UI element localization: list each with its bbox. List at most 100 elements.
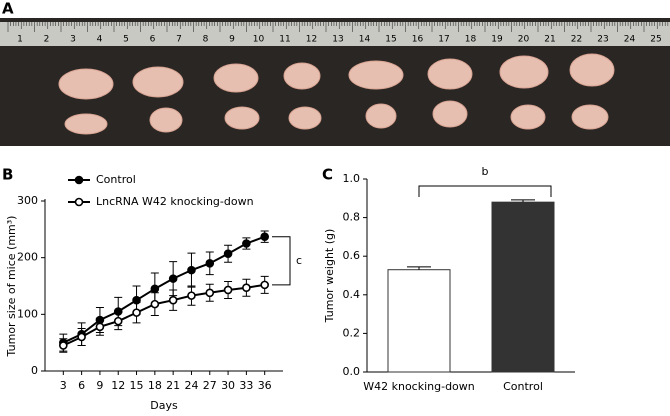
marker (205, 259, 215, 268)
ruler-label: 16 (412, 35, 424, 45)
marker (187, 265, 196, 275)
significance-bracket (418, 185, 552, 197)
ruler-label: 6 (150, 35, 156, 45)
tumor (288, 106, 322, 130)
tumor (571, 104, 609, 130)
ruler-label: 22 (571, 35, 582, 45)
marker (260, 232, 269, 241)
annotation: b (482, 165, 489, 178)
x-tick-label: 36 (258, 379, 272, 392)
marker (260, 280, 269, 290)
ruler-label: 9 (229, 35, 235, 45)
ruler-label: 12 (306, 35, 317, 45)
tumor (58, 68, 114, 100)
legend-marker (74, 197, 84, 207)
marker (223, 249, 233, 258)
tumor (510, 104, 546, 130)
marker (168, 274, 178, 283)
x-tick-label: 15 (130, 379, 144, 392)
ruler-label: 14 (359, 35, 371, 45)
x-tick-label: Control (503, 380, 543, 393)
marker (77, 332, 86, 342)
panel-label: C (322, 166, 333, 184)
x-tick-label: 24 (184, 379, 198, 392)
panel-label: A (2, 0, 14, 18)
marker (205, 288, 215, 298)
tumor (499, 55, 549, 89)
x-tick-label: 6 (78, 379, 85, 392)
ruler-label: 11 (279, 35, 290, 45)
y-axis-title: Tumor weight (g) (323, 229, 336, 324)
series-line (62, 283, 265, 347)
ruler-label: 2 (44, 35, 50, 45)
ruler-label: 15 (385, 35, 396, 45)
ruler-label: 25 (650, 35, 661, 45)
marker (223, 285, 233, 295)
ruler-label: 19 (491, 35, 503, 45)
x-axis-title: Days (150, 399, 178, 412)
ruler-label: 10 (253, 35, 265, 45)
tumor (213, 63, 259, 93)
ruler-label: 7 (176, 35, 182, 45)
x-tick-label: 27 (203, 379, 217, 392)
annotation: c (296, 254, 302, 267)
ruler-label: 3 (70, 35, 76, 45)
marker (242, 239, 251, 248)
x-tick-label: 9 (96, 379, 103, 392)
ruler-label: 1 (17, 35, 23, 45)
tumor (132, 66, 184, 98)
bar (387, 269, 451, 373)
panel-label: B (2, 166, 13, 184)
marker (168, 295, 178, 305)
tumor (64, 113, 108, 135)
ruler-label: 5 (123, 35, 129, 45)
marker (242, 283, 251, 293)
marker (132, 308, 141, 317)
y-tick-label: 0.8 (343, 211, 361, 224)
significance-bracket (272, 236, 291, 286)
marker (187, 291, 196, 300)
legend-label: Control (96, 173, 136, 186)
tumor (569, 53, 615, 87)
ruler-label: 18 (465, 35, 477, 45)
error-bar (511, 199, 535, 203)
marker (150, 284, 160, 294)
y-tick-label: 0.0 (343, 365, 361, 378)
x-tick-label: 33 (239, 379, 253, 392)
marker (59, 341, 68, 350)
ruler-label: 24 (624, 35, 636, 45)
ruler-label: 8 (203, 35, 209, 45)
x-tick-label: 21 (166, 379, 180, 392)
marker (113, 316, 123, 326)
y-axis-title: Tumor size of mice (mm³) (5, 216, 18, 358)
tumor (149, 107, 183, 133)
marker (150, 299, 160, 309)
tumor (348, 60, 404, 90)
x-tick-label: W42 knocking-down (363, 380, 475, 393)
ruler (0, 22, 670, 46)
y-tick-label: 100 (17, 307, 38, 320)
ruler-label: 23 (597, 35, 608, 45)
tumor (365, 103, 397, 129)
y-tick-label: 200 (17, 251, 38, 264)
y-tick-label: 0 (31, 364, 38, 377)
x-tick-label: 30 (221, 379, 235, 392)
ruler-label: 13 (332, 35, 343, 45)
legend-label: LncRNA W42 knocking-down (96, 195, 254, 208)
y-tick-label: 1.0 (343, 172, 361, 185)
bar (491, 201, 555, 373)
tumor (432, 100, 468, 128)
ruler-label: 17 (438, 35, 449, 45)
x-tick-label: 18 (148, 379, 162, 392)
tumor (224, 106, 260, 130)
y-tick-label: 300 (17, 194, 38, 207)
x-tick-label: 3 (60, 379, 67, 392)
marker (95, 322, 105, 332)
ruler-label: 4 (97, 35, 103, 45)
y-tick-label: 0.4 (343, 288, 361, 301)
ruler-label: 21 (544, 35, 555, 45)
legend-marker (74, 175, 84, 185)
ruler-label: 20 (518, 35, 530, 45)
y-tick-label: 0.6 (343, 249, 361, 262)
